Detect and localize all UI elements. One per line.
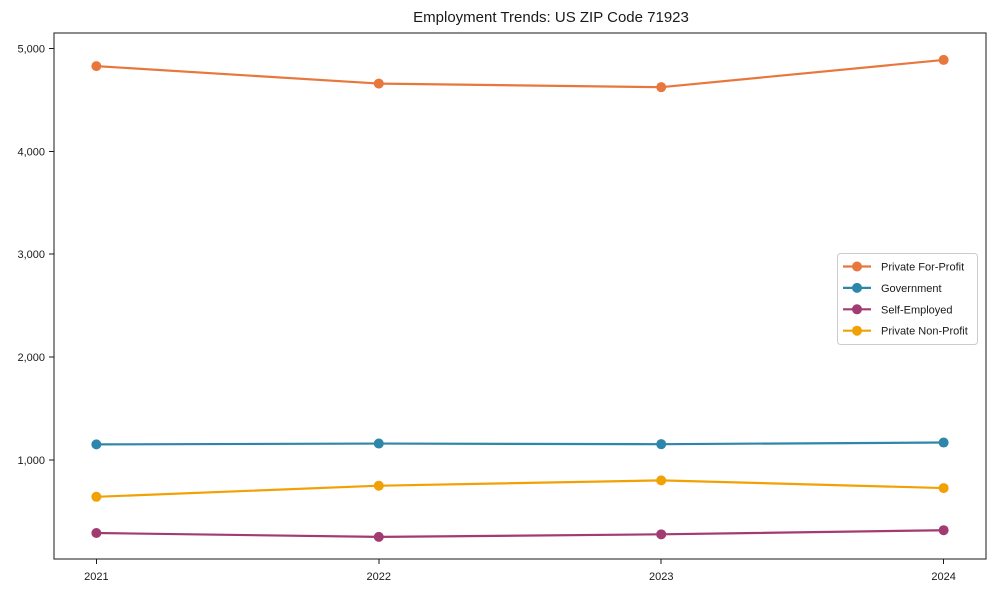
legend-marker-dot bbox=[852, 304, 862, 315]
legend-label: Private Non-Profit bbox=[881, 326, 968, 338]
y-tick-label: 4,000 bbox=[17, 146, 45, 158]
data-point-private-for-profit bbox=[938, 54, 949, 65]
data-point-self-employed bbox=[656, 529, 667, 540]
data-point-private-for-profit bbox=[373, 78, 384, 89]
series-self-employed bbox=[91, 525, 949, 542]
legend-entry-private-for-profit: Private For-Profit bbox=[843, 261, 964, 274]
data-point-private-non-profit bbox=[656, 475, 667, 486]
legend-box bbox=[837, 253, 978, 345]
legend-label: Self-Employed bbox=[881, 304, 953, 316]
series-line-government bbox=[96, 441, 944, 446]
legend-entry-private-non-profit: Private Non-Profit bbox=[843, 325, 968, 338]
data-point-government bbox=[91, 439, 102, 450]
chart-title: Employment Trends: US ZIP Code 71923 bbox=[413, 9, 689, 26]
series-private-non-profit bbox=[91, 475, 949, 502]
y-tick-label: 3,000 bbox=[17, 249, 45, 261]
y-tick-label: 1,000 bbox=[17, 455, 45, 467]
legend-marker-dot bbox=[852, 261, 862, 272]
series-line-self-employed bbox=[96, 529, 944, 538]
legend-marker-dot bbox=[852, 325, 862, 336]
legend-entry-government: Government bbox=[843, 282, 942, 295]
data-point-government bbox=[938, 437, 949, 448]
data-point-self-employed bbox=[373, 531, 384, 542]
legend-label: Private For-Profit bbox=[881, 262, 964, 274]
y-tick-label: 2,000 bbox=[17, 352, 45, 364]
legend-entry-self-employed: Self-Employed bbox=[843, 304, 953, 316]
data-point-private-for-profit bbox=[656, 82, 667, 93]
series-private-for-profit bbox=[91, 54, 949, 93]
data-point-private-non-profit bbox=[91, 491, 102, 502]
series-line-private-for-profit bbox=[96, 58, 944, 89]
data-point-self-employed bbox=[91, 527, 102, 538]
legend-marker-dot bbox=[852, 282, 862, 293]
data-point-private-for-profit bbox=[91, 61, 102, 72]
data-point-private-non-profit bbox=[373, 480, 384, 491]
series-line-private-non-profit bbox=[96, 479, 944, 498]
data-point-government bbox=[373, 438, 384, 449]
x-tick-label: 2022 bbox=[367, 571, 391, 583]
y-tick-label: 5,000 bbox=[17, 44, 45, 56]
x-tick-label: 2024 bbox=[931, 571, 955, 583]
x-tick-label: 2021 bbox=[84, 571, 108, 583]
legend-label: Government bbox=[881, 283, 942, 295]
axes-box bbox=[53, 32, 987, 560]
data-point-self-employed bbox=[938, 525, 949, 536]
series-government bbox=[91, 437, 949, 450]
data-point-government bbox=[656, 439, 667, 450]
x-tick-label: 2023 bbox=[649, 571, 673, 583]
legend: Private For-Profit Government Self-Employe… bbox=[837, 253, 978, 345]
data-point-private-non-profit bbox=[938, 483, 949, 494]
